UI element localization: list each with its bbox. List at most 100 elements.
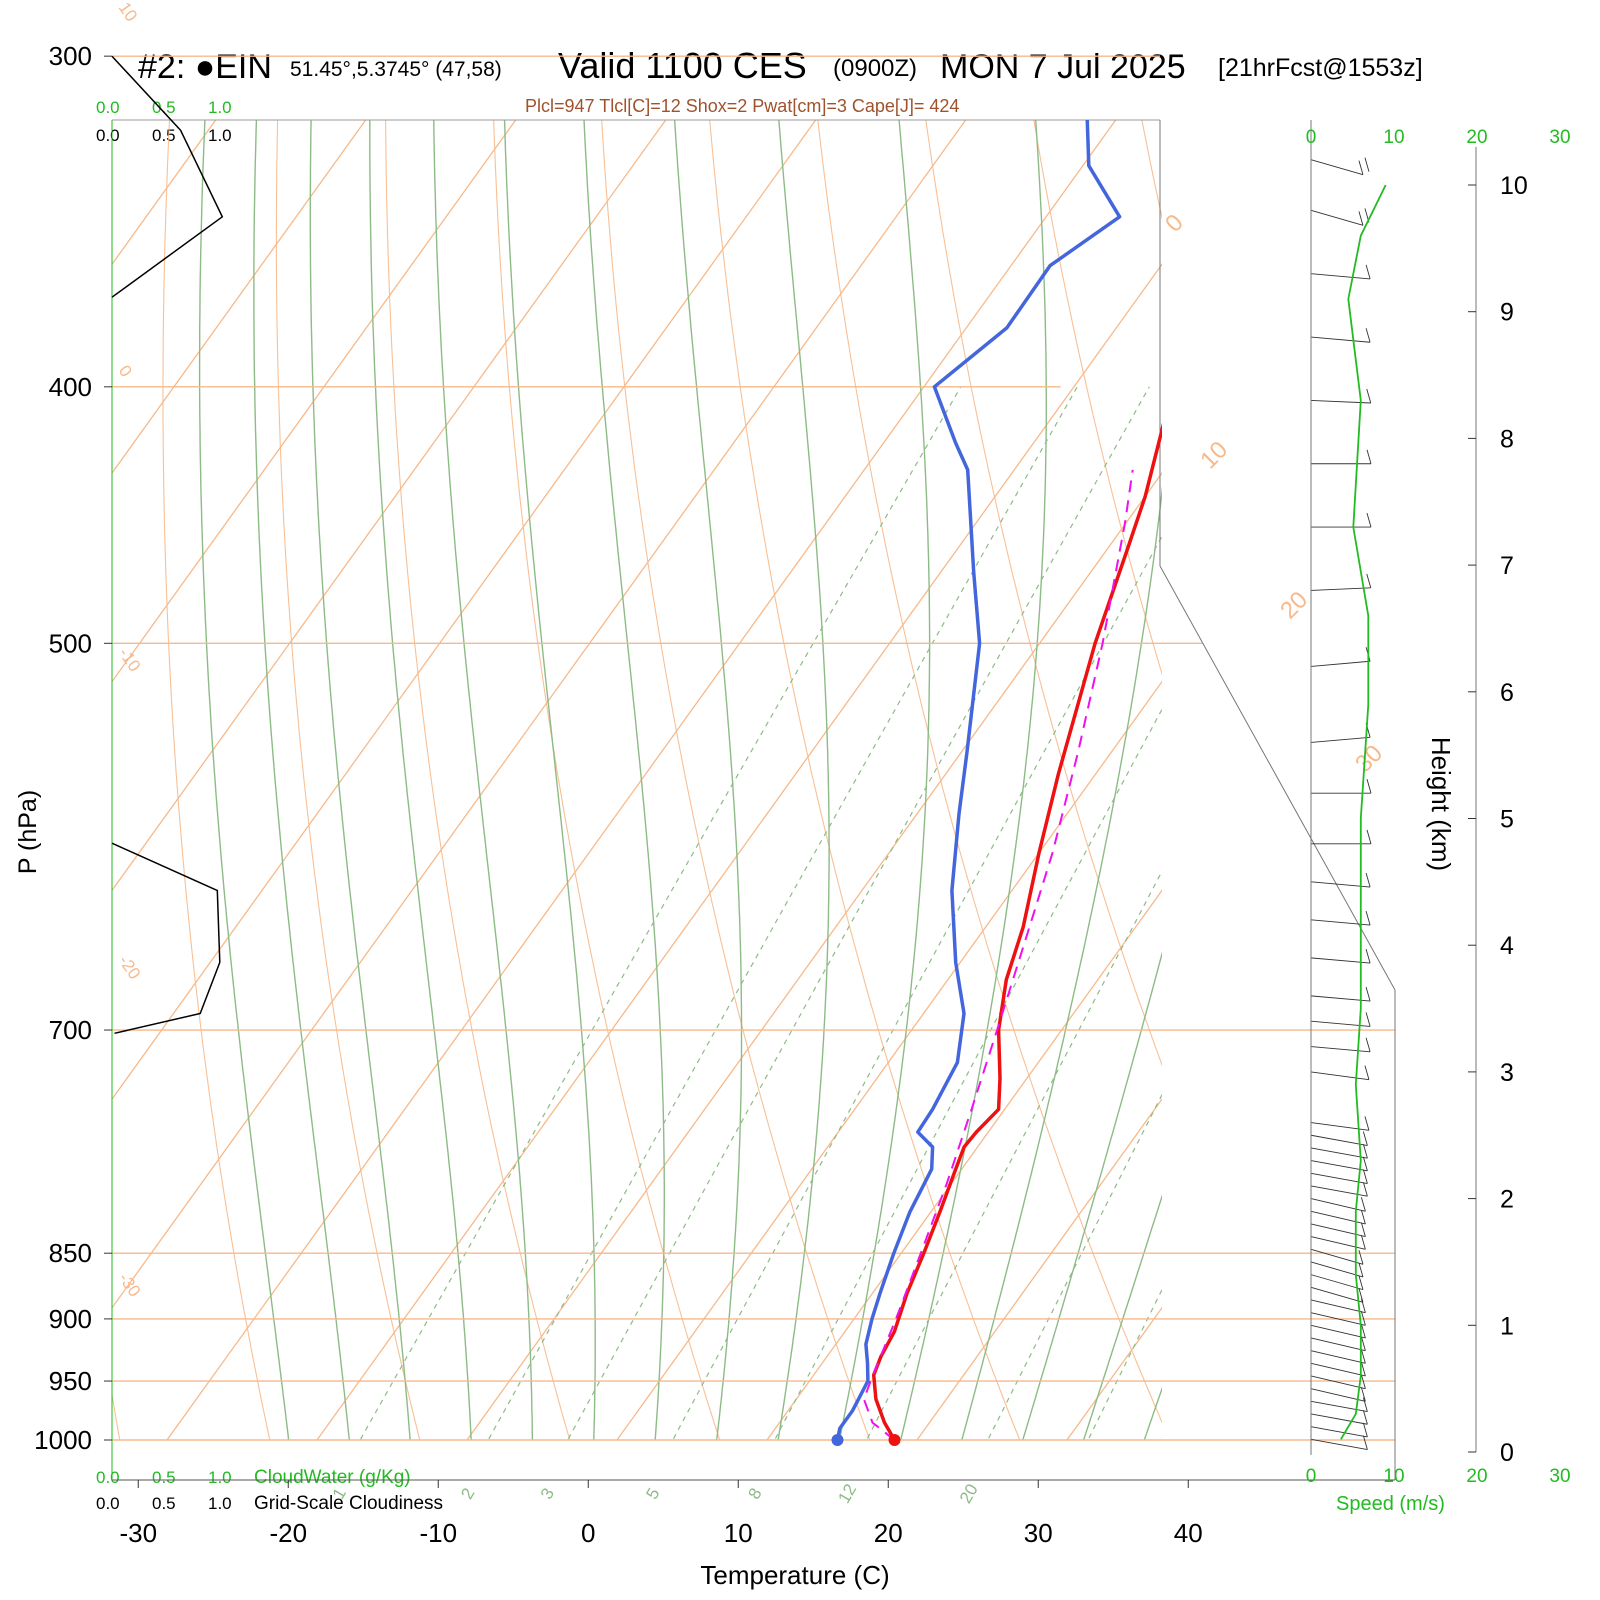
wind-barb-staff <box>1310 1438 1368 1451</box>
pressure-tick-label: 1000 <box>34 1425 92 1455</box>
wind-barb-staff <box>1310 1020 1371 1027</box>
height-tick-label: 0 <box>1500 1439 1514 1467</box>
pressure-axis-label: P (hPa) <box>14 790 42 874</box>
wind-barb-staff <box>1310 1236 1366 1250</box>
height-tick-label: 5 <box>1500 806 1514 834</box>
speed-tick-label-bottom: 0 <box>1306 1466 1317 1487</box>
wind-barb-staff <box>1310 336 1371 343</box>
wind-barb-flag <box>1362 1169 1368 1184</box>
wind-barb-staff <box>1310 1160 1368 1172</box>
dewpoint-profile <box>835 120 1122 1440</box>
mixing-ratio-line <box>1160 1436 1162 1440</box>
mixing-ratio-line <box>359 386 962 1440</box>
pressure-tick-label: 400 <box>49 372 92 402</box>
dry-adiabat-line <box>1033 120 1162 676</box>
wind-barb-flag <box>1365 948 1371 964</box>
plot-frame-right <box>1159 120 1396 1480</box>
surface-dewpoint-marker <box>831 1434 844 1446</box>
mixing-ratio-line <box>865 870 1162 1440</box>
wind-barb-staff <box>1310 1400 1368 1413</box>
wind-barb-flag <box>1365 910 1371 926</box>
wind-barb-staff <box>1310 1261 1364 1278</box>
wind-barb-flag <box>1360 1311 1366 1326</box>
wind-barb-flag <box>1358 211 1364 226</box>
cloudiness-scale-1: 0.5 <box>152 126 176 145</box>
surface-temperature-marker <box>888 1434 901 1446</box>
temperature-tick-label: -20 <box>269 1518 307 1548</box>
cloudwater-scale-bottom-1: 0.5 <box>152 1468 176 1487</box>
isotherm-label: 20 <box>1275 586 1313 624</box>
wind-barb-staff <box>1310 1312 1366 1326</box>
pressure-tick-label: 300 <box>49 41 92 71</box>
sounding-profiles <box>835 120 1162 1440</box>
wind-barb-flag <box>1360 1374 1366 1389</box>
isotherm-label: -30 <box>115 1269 145 1300</box>
cloudiness-scale-bottom-0: 0.0 <box>96 1494 120 1513</box>
dry-adiabat-line <box>925 120 1162 1067</box>
cloud-scale-bottom: 0.0 0.5 1.0 CloudWater (g/Kg) 0.0 0.5 1.… <box>96 1467 443 1514</box>
temperature-tick-label: -10 <box>419 1518 457 1548</box>
valid-time: Valid 1100 CES <box>558 45 807 86</box>
pressure-tick-label: 700 <box>49 1015 92 1045</box>
wind-barb-flag <box>1365 986 1371 1002</box>
cloudiness-scale-0: 0.0 <box>96 126 120 145</box>
pressure-tick-label: 850 <box>49 1238 92 1268</box>
height-tick-label: 7 <box>1500 552 1514 580</box>
mixing-ratio-line <box>672 535 1162 1440</box>
speed-tick-label-top: 0 <box>1306 127 1317 148</box>
wind-barb-flag <box>1362 1397 1368 1412</box>
isotherm-label: -10 <box>115 644 145 675</box>
wind-barb-staff <box>1310 587 1371 591</box>
temperature-axis: -30 -20 -10 0 10 20 30 40 <box>119 1480 1203 1548</box>
isotherm-line <box>766 889 1162 1440</box>
wind-barb-flag <box>1358 1288 1364 1303</box>
wind-barb-flag <box>1362 1422 1368 1438</box>
isotherm-label: 10 <box>115 0 141 25</box>
wind-barb-staff <box>1310 1350 1366 1364</box>
isotherm-label: 0 <box>1160 209 1189 238</box>
wind-barb-flag <box>1360 1235 1366 1250</box>
wind-barb-staff <box>1310 736 1371 743</box>
zulu-time: (0900Z) <box>833 55 917 82</box>
isotherm-line <box>466 471 1162 1440</box>
cloudiness-scale-bottom-2: 1.0 <box>208 1494 232 1513</box>
isotherm-line <box>316 263 1162 1440</box>
isotherm-label: -20 <box>115 952 145 983</box>
mixing-ratio-grid <box>359 386 1162 1440</box>
cloudwater-label: CloudWater (g/Kg) <box>254 1467 411 1488</box>
wind-barb-flag <box>1366 512 1372 528</box>
wind-barb-staff <box>1310 1375 1366 1390</box>
mixing-ratio-label: 12 <box>834 1481 860 1507</box>
cloudiness-scale-2: 1.0 <box>208 126 232 145</box>
wind-barb-flag <box>1360 1323 1366 1339</box>
speed-axis-label: Speed (m/s) <box>1336 1493 1445 1515</box>
isobar-grid <box>112 55 1395 1441</box>
isotherm-line <box>616 680 1162 1440</box>
parcel-profile <box>862 469 1134 1440</box>
wind-barb-staff <box>1310 273 1371 280</box>
pressure-tick-label: 950 <box>49 1366 92 1396</box>
cloudiness-upper-layer <box>111 55 224 298</box>
speed-tick-label-bottom: 30 <box>1549 1466 1570 1487</box>
temperature-profile <box>871 422 1162 1440</box>
isotherm-labels: 10 0 -10 -20 -30 0 10 20 30 <box>115 0 1388 1300</box>
wind-barb-staff <box>1310 1426 1368 1438</box>
cloudwater-scale-1: 0.5 <box>152 98 176 117</box>
forecast-run: [21hrFcst@1553z] <box>1218 54 1423 82</box>
pressure-tick-label: 900 <box>49 1304 92 1334</box>
isotherm-label: 10 <box>1195 436 1233 474</box>
mixing-ratio-label: 8 <box>744 1485 765 1503</box>
cloudiness-scale-bottom-1: 0.5 <box>152 1494 176 1513</box>
height-tick-label: 4 <box>1500 932 1514 960</box>
wind-barb-flag <box>1360 1349 1366 1364</box>
wind-barb-staff <box>1310 1413 1368 1425</box>
wind-barb-staff <box>1310 1122 1370 1131</box>
wind-barb-flag <box>1360 1222 1366 1237</box>
wind-barb-flag <box>1360 1361 1366 1377</box>
wind-barb-flag <box>1362 1182 1368 1197</box>
pressure-axis: 2503004005007008509009501000 <box>34 41 112 1455</box>
temperature-tick-label: 40 <box>1174 1518 1203 1548</box>
wind-barb-flag <box>1360 1387 1366 1402</box>
